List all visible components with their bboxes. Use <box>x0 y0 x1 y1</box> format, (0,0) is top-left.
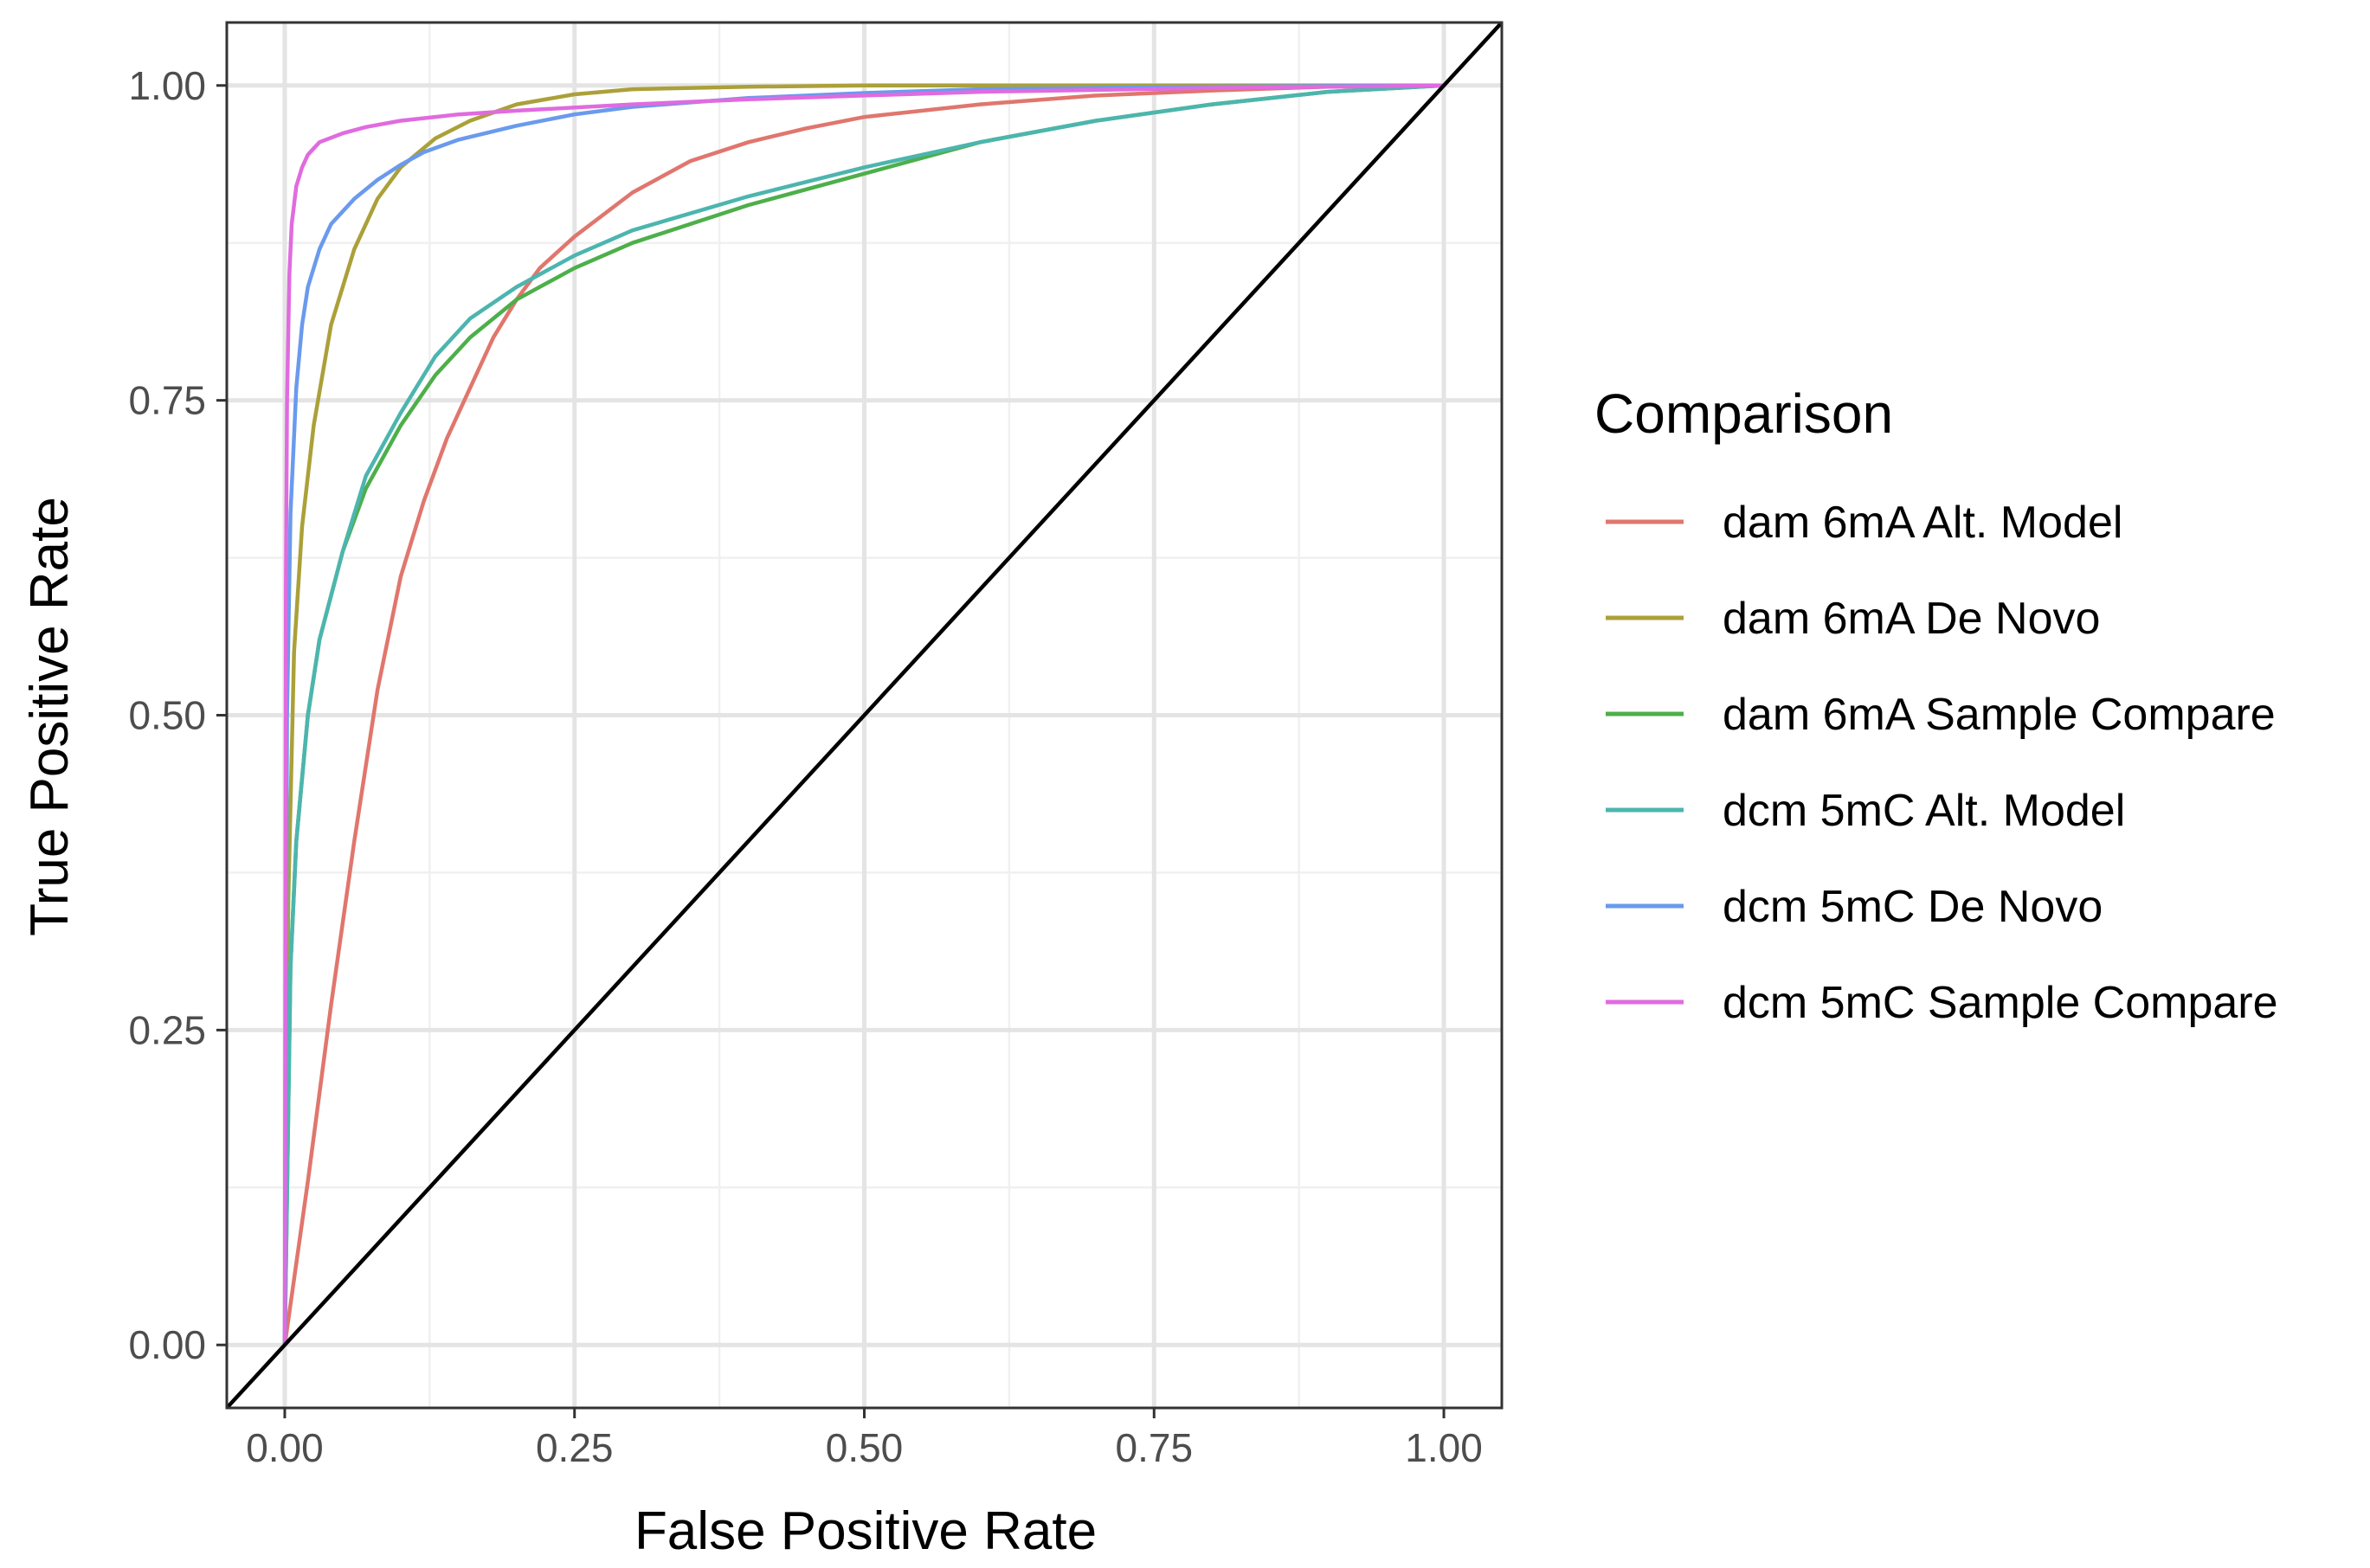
series-line-4 <box>282 83 1445 1346</box>
x-tick-label: 0.25 <box>536 1425 614 1470</box>
x-axis-ticks: 0.00 0.25 0.50 0.75 1.00 <box>246 1408 1483 1470</box>
series-line-2 <box>282 83 1444 1346</box>
y-tick-label: 0.50 <box>128 693 206 738</box>
series-lines <box>282 83 1445 1346</box>
legend: dam 6mA Alt. Model dam 6mA De Novo dam 6mA… <box>1606 498 2278 1028</box>
series-line-6 <box>282 83 1445 1346</box>
y-tick-label: 0.25 <box>128 1007 206 1052</box>
legend-label-1: dam 6mA Alt. Model <box>1723 498 2122 548</box>
y-axis-ticks: 0.00 0.25 0.50 0.75 1.00 <box>128 63 227 1367</box>
y-tick-label: 0.75 <box>128 378 206 423</box>
legend-label-6: dcm 5mC Sample Compare <box>1723 978 2278 1028</box>
x-tick-label: 0.50 <box>826 1425 904 1470</box>
diagonal-reference-line <box>225 21 1504 1410</box>
legend-label-5: dcm 5mC De Novo <box>1723 882 2103 932</box>
y-axis-title: True Positive Rate <box>20 497 80 936</box>
series-line-5 <box>282 83 1445 1346</box>
x-axis-title: False Positive Rate <box>634 1501 1097 1561</box>
legend-label-2: dam 6mA De Novo <box>1723 594 2100 644</box>
y-tick-label: 0.00 <box>128 1322 206 1367</box>
legend-title: Comparison <box>1594 382 1893 445</box>
x-tick-label: 0.75 <box>1116 1425 1194 1470</box>
x-tick-label: 0.00 <box>246 1425 324 1470</box>
series-line-1 <box>282 83 1445 1346</box>
y-tick-label: 1.00 <box>128 63 206 108</box>
x-tick-label: 1.00 <box>1405 1425 1483 1470</box>
diagonal-reference <box>225 21 1504 1410</box>
legend-label-4: dcm 5mC Alt. Model <box>1723 786 2125 836</box>
legend-label-3: dam 6mA Sample Compare <box>1723 690 2276 740</box>
